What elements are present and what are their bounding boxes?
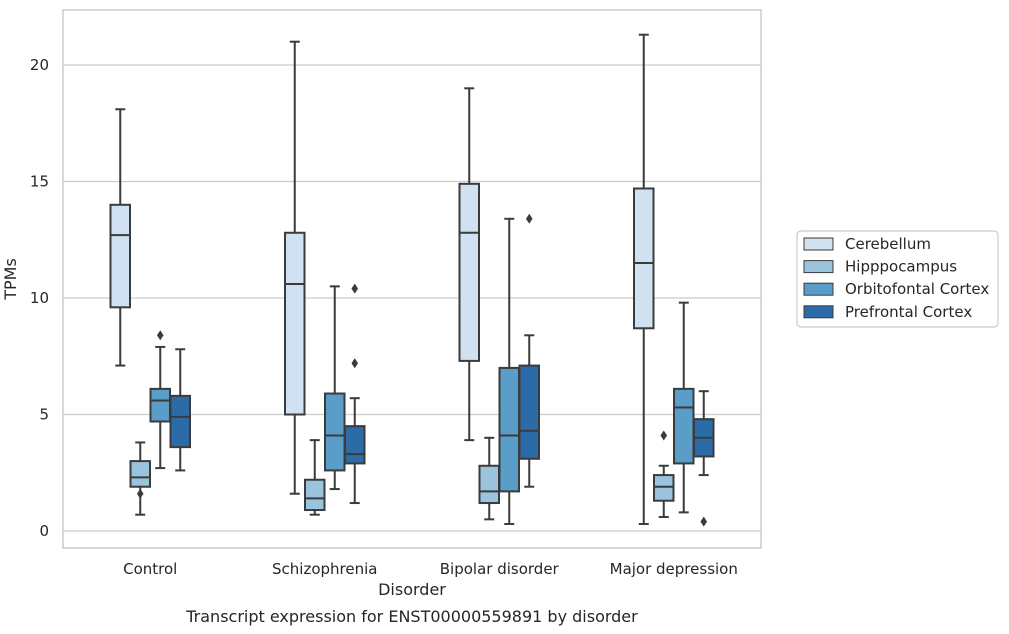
y-axis-label: TPMs (1, 258, 20, 301)
box-iqr (109, 203, 131, 309)
box-iqr (653, 474, 675, 502)
box (109, 108, 131, 367)
legend-label: Hipppocampus (845, 258, 957, 276)
legend-swatch (803, 282, 834, 296)
chart-caption: Transcript expression for ENST0000055989… (185, 607, 638, 626)
box-iqr (169, 394, 191, 449)
box-iqr (344, 425, 366, 465)
x-axis-label: Disorder (378, 580, 446, 599)
y-tick-label: 20 (30, 56, 49, 74)
x-tick-label: Bipolar disorder (440, 560, 560, 578)
legend-swatch (803, 305, 834, 319)
box (478, 436, 500, 521)
box-group (633, 33, 715, 527)
box-iqr (478, 464, 500, 505)
box-iqr (498, 366, 520, 493)
box-iqr (304, 478, 326, 512)
legend-label: Orbitofontal Cortex (845, 280, 989, 298)
outlier-point (156, 330, 164, 341)
outlier-point (660, 430, 668, 441)
box-group (109, 108, 191, 516)
box-iqr (518, 364, 540, 460)
legend-label: Cerebellum (845, 235, 931, 253)
y-tick-label: 0 (39, 522, 49, 540)
box-group (284, 40, 366, 516)
box (284, 40, 306, 495)
box-iqr (149, 387, 171, 423)
box-group (458, 87, 540, 526)
outlier-point (525, 213, 533, 224)
plot-area-frame (62, 9, 762, 549)
box (149, 330, 171, 470)
box-iqr (673, 387, 695, 465)
box (633, 33, 655, 526)
box-groups (109, 33, 715, 527)
outlier-point (351, 283, 359, 294)
box (653, 430, 675, 519)
y-axis-ticks: 0 5 10 15 20 (30, 56, 49, 540)
box (304, 439, 326, 516)
y-tick-label: 5 (39, 406, 49, 424)
legend-swatch (803, 260, 834, 274)
box (458, 87, 480, 442)
legend-swatch (803, 237, 834, 251)
box (169, 348, 191, 472)
box (518, 213, 540, 488)
outlier-point (700, 516, 708, 527)
box (693, 390, 715, 527)
box (673, 301, 695, 514)
box-iqr (324, 392, 346, 472)
y-tick-label: 15 (30, 173, 49, 191)
box-iqr (458, 182, 480, 362)
x-tick-label: Major depression (610, 560, 738, 578)
outlier-point (351, 358, 359, 369)
box-iqr (129, 460, 151, 488)
box-iqr (633, 187, 655, 330)
legend-label: Prefrontal Cortex (845, 303, 972, 321)
x-tick-label: Control (123, 560, 177, 578)
box (344, 283, 366, 505)
x-tick-label: Schizophrenia (272, 560, 377, 578)
outlier-point (136, 488, 144, 499)
legend-frame (796, 230, 999, 328)
x-axis-ticks: Control Schizophrenia Bipolar disorder Majo… (123, 560, 738, 578)
legend: Cerebellum Hipppocampus Orbitofontal Corte… (796, 230, 999, 328)
y-tick-label: 10 (30, 289, 49, 307)
box (129, 441, 151, 516)
box-iqr (284, 231, 306, 416)
